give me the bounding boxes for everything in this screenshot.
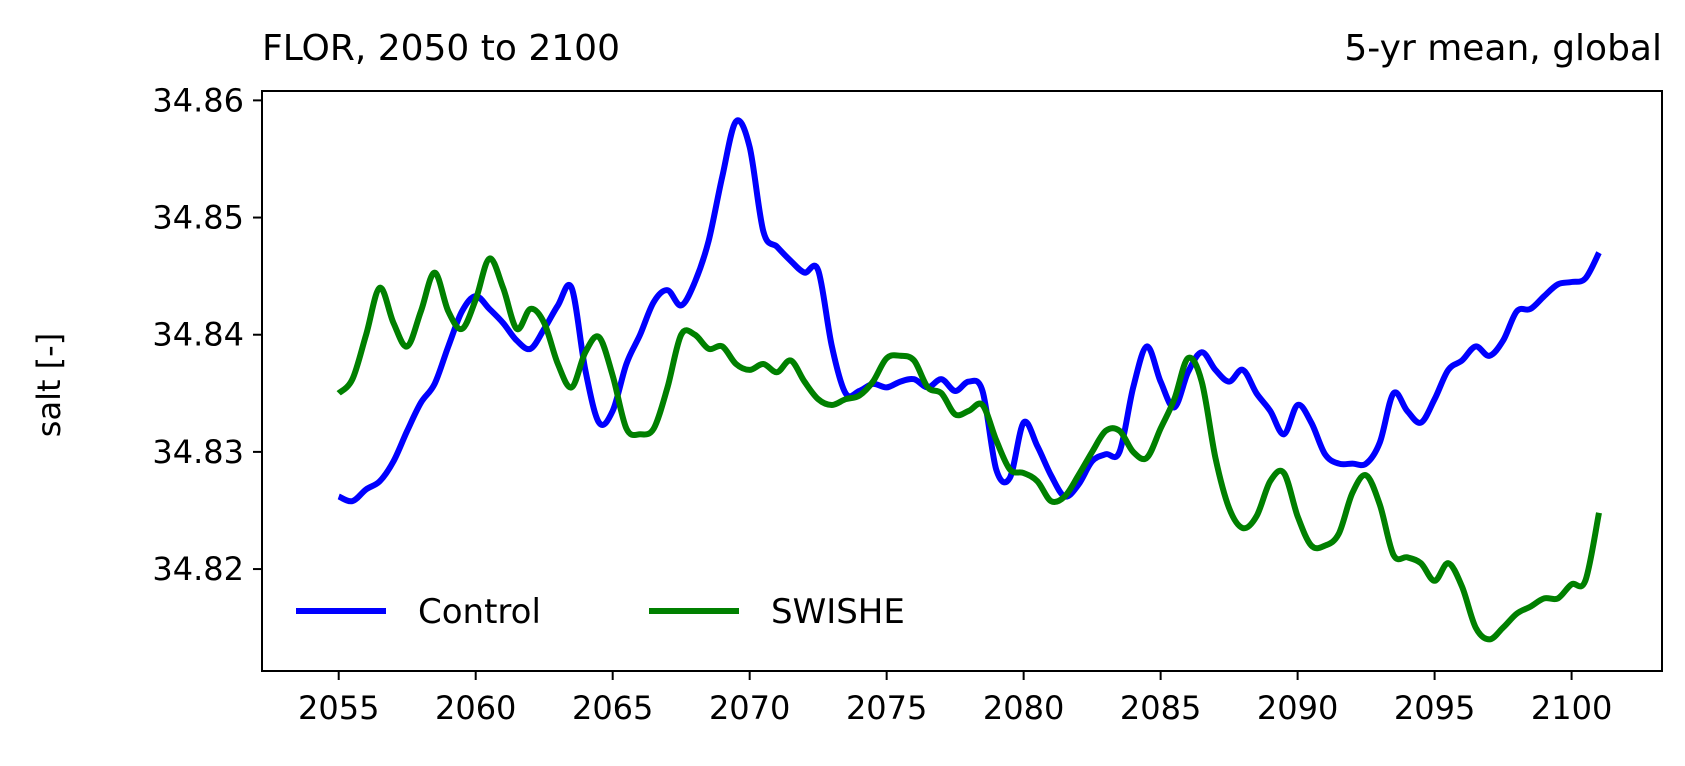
series-line-swishe	[336, 255, 1602, 643]
x-tick-label: 2065	[572, 689, 653, 727]
x-tick-label: 2070	[709, 689, 790, 727]
x-tick-label: 2075	[846, 689, 927, 727]
plot-frame	[261, 90, 1663, 672]
legend-label-control: Control	[418, 592, 541, 632]
x-tick-label: 2055	[298, 689, 379, 727]
x-tick-label: 2060	[435, 689, 516, 727]
x-tick-label: 2090	[1257, 689, 1338, 727]
legend-label-swishe: SWISHE	[771, 592, 905, 632]
chart-title-right: 5-yr mean, global	[1344, 28, 1662, 69]
y-axis-label: salt [-]	[30, 333, 68, 437]
legend: Control SWISHE	[296, 592, 905, 632]
chart-title-left: FLOR, 2050 to 2100	[262, 28, 620, 69]
plot-area	[336, 117, 1602, 643]
series-line-control	[337, 117, 1602, 505]
y-tick-label: 34.84	[152, 316, 244, 354]
x-tick-label: 2100	[1531, 689, 1612, 727]
y-tick-label: 34.82	[152, 550, 244, 588]
x-tick-label: 2095	[1394, 689, 1475, 727]
y-tick-label: 34.86	[152, 81, 244, 119]
x-tick-label: 2080	[983, 689, 1064, 727]
x-tick-label: 2085	[1120, 689, 1201, 727]
y-tick-label: 34.83	[152, 433, 244, 471]
y-tick-label: 34.85	[152, 199, 244, 237]
